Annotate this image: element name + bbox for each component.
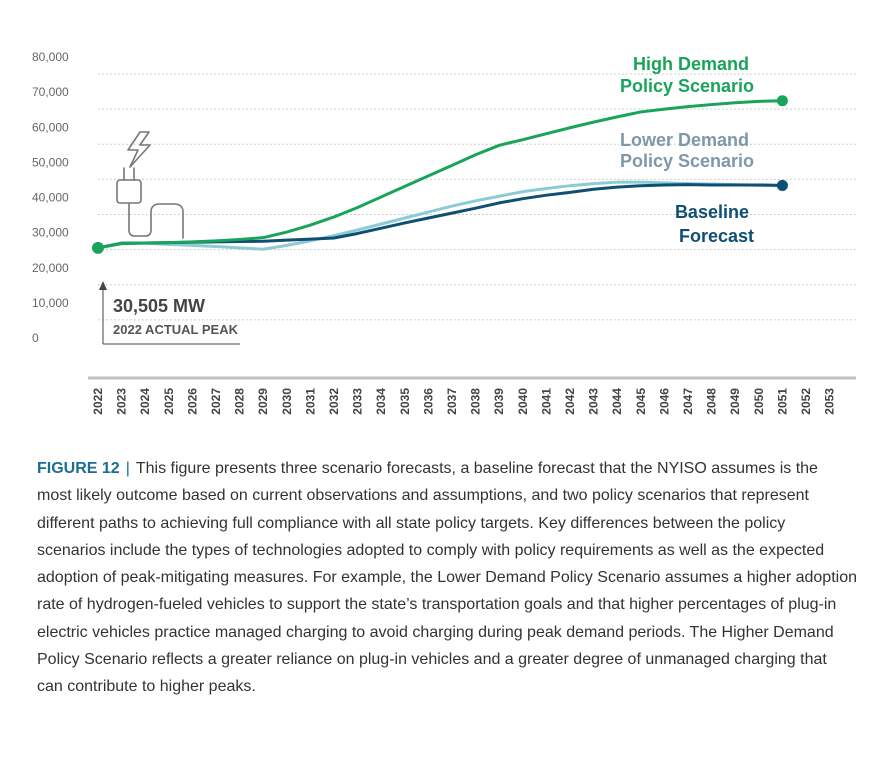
x-tick-label: 2033 <box>351 388 365 415</box>
y-tick-label: 40,000 <box>32 191 69 205</box>
y-tick-label: 70,000 <box>32 85 69 99</box>
high-demand-label: High Demand Policy Scenario <box>620 54 754 96</box>
x-tick-label: 2037 <box>445 388 459 415</box>
x-tick-label: 2029 <box>256 388 270 415</box>
x-tick-label: 2035 <box>398 388 412 415</box>
x-tick-label: 2050 <box>752 388 766 415</box>
x-tick-label: 2053 <box>823 388 837 415</box>
series-labels: High Demand Policy Scenario Lower Demand… <box>620 54 754 246</box>
x-tick-label: 2026 <box>185 388 199 415</box>
high-demand-line <box>97 99 783 250</box>
x-tick-label: 2031 <box>303 388 317 415</box>
x-tick-label: 2051 <box>775 388 789 415</box>
actual-peak-caption: 2022 ACTUAL PEAK <box>113 322 239 337</box>
baseline-forecast-end-point <box>776 179 788 191</box>
x-tick-label: 2044 <box>610 388 624 415</box>
y-tick-label: 0 <box>32 331 39 345</box>
actual-peak-callout: 30,505 MW 2022 ACTUAL PEAK <box>99 281 240 345</box>
x-tick-label: 2028 <box>233 388 247 415</box>
caption-separator: | <box>125 460 130 477</box>
caption-text: This figure presents three scenario fore… <box>37 460 857 696</box>
gridlines <box>98 73 856 321</box>
x-tick-label: 2040 <box>516 388 530 415</box>
y-tick-label: 80,000 <box>32 50 69 64</box>
start-point <box>92 241 104 254</box>
lower-demand-label: Lower Demand Policy Scenario <box>620 130 754 171</box>
y-tick-label: 60,000 <box>32 120 69 134</box>
scenario-forecast-chart: 0 10,000 20,000 30,000 40,000 50,000 60,000 70,… <box>32 50 856 415</box>
y-tick-label: 10,000 <box>32 296 69 310</box>
x-tick-label: 2046 <box>657 388 671 415</box>
y-tick-label: 50,000 <box>32 155 69 169</box>
x-tick-label: 2034 <box>374 388 388 415</box>
x-tick-label: 2039 <box>492 388 506 415</box>
x-tick-label: 2049 <box>728 388 742 415</box>
x-tick-label: 2048 <box>705 388 719 415</box>
x-tick-label: 2045 <box>634 388 648 415</box>
x-tick-label: 2024 <box>138 388 152 415</box>
x-tick-label: 2023 <box>115 388 129 415</box>
lower-demand-line <box>97 180 783 251</box>
series-lines <box>92 95 788 254</box>
x-tick-label: 2022 <box>91 388 105 415</box>
x-tick-label: 2027 <box>209 388 223 415</box>
x-tick-label: 2036 <box>421 388 435 415</box>
figure-number: FIGURE 12 <box>37 460 120 477</box>
high-demand-end-point <box>776 95 788 107</box>
actual-peak-value: 30,505 MW <box>113 296 205 316</box>
x-tick-label: 2025 <box>162 388 176 415</box>
plug-lightning-icon <box>116 131 184 239</box>
y-axis-ticks: 0 10,000 20,000 30,000 40,000 50,000 60,000 70,… <box>32 50 69 345</box>
x-tick-label: 2043 <box>587 388 601 415</box>
x-axis-ticks: 2022 2023 2024 2025 2026 2027 2028 2029 2030 2031… <box>91 388 837 415</box>
x-tick-label: 2042 <box>563 388 577 415</box>
y-tick-label: 30,000 <box>32 226 69 240</box>
baseline-forecast-label: Baseline Forecast <box>675 202 754 246</box>
x-tick-label: 2038 <box>469 388 483 415</box>
x-tick-label: 2041 <box>539 388 553 415</box>
x-tick-label: 2052 <box>799 388 813 415</box>
x-tick-label: 2030 <box>280 388 294 415</box>
figure-caption: FIGURE 12 | This figure presents three sce… <box>37 455 857 701</box>
x-tick-label: 2047 <box>681 388 695 415</box>
y-tick-label: 20,000 <box>32 261 69 275</box>
x-tick-label: 2032 <box>327 388 341 415</box>
